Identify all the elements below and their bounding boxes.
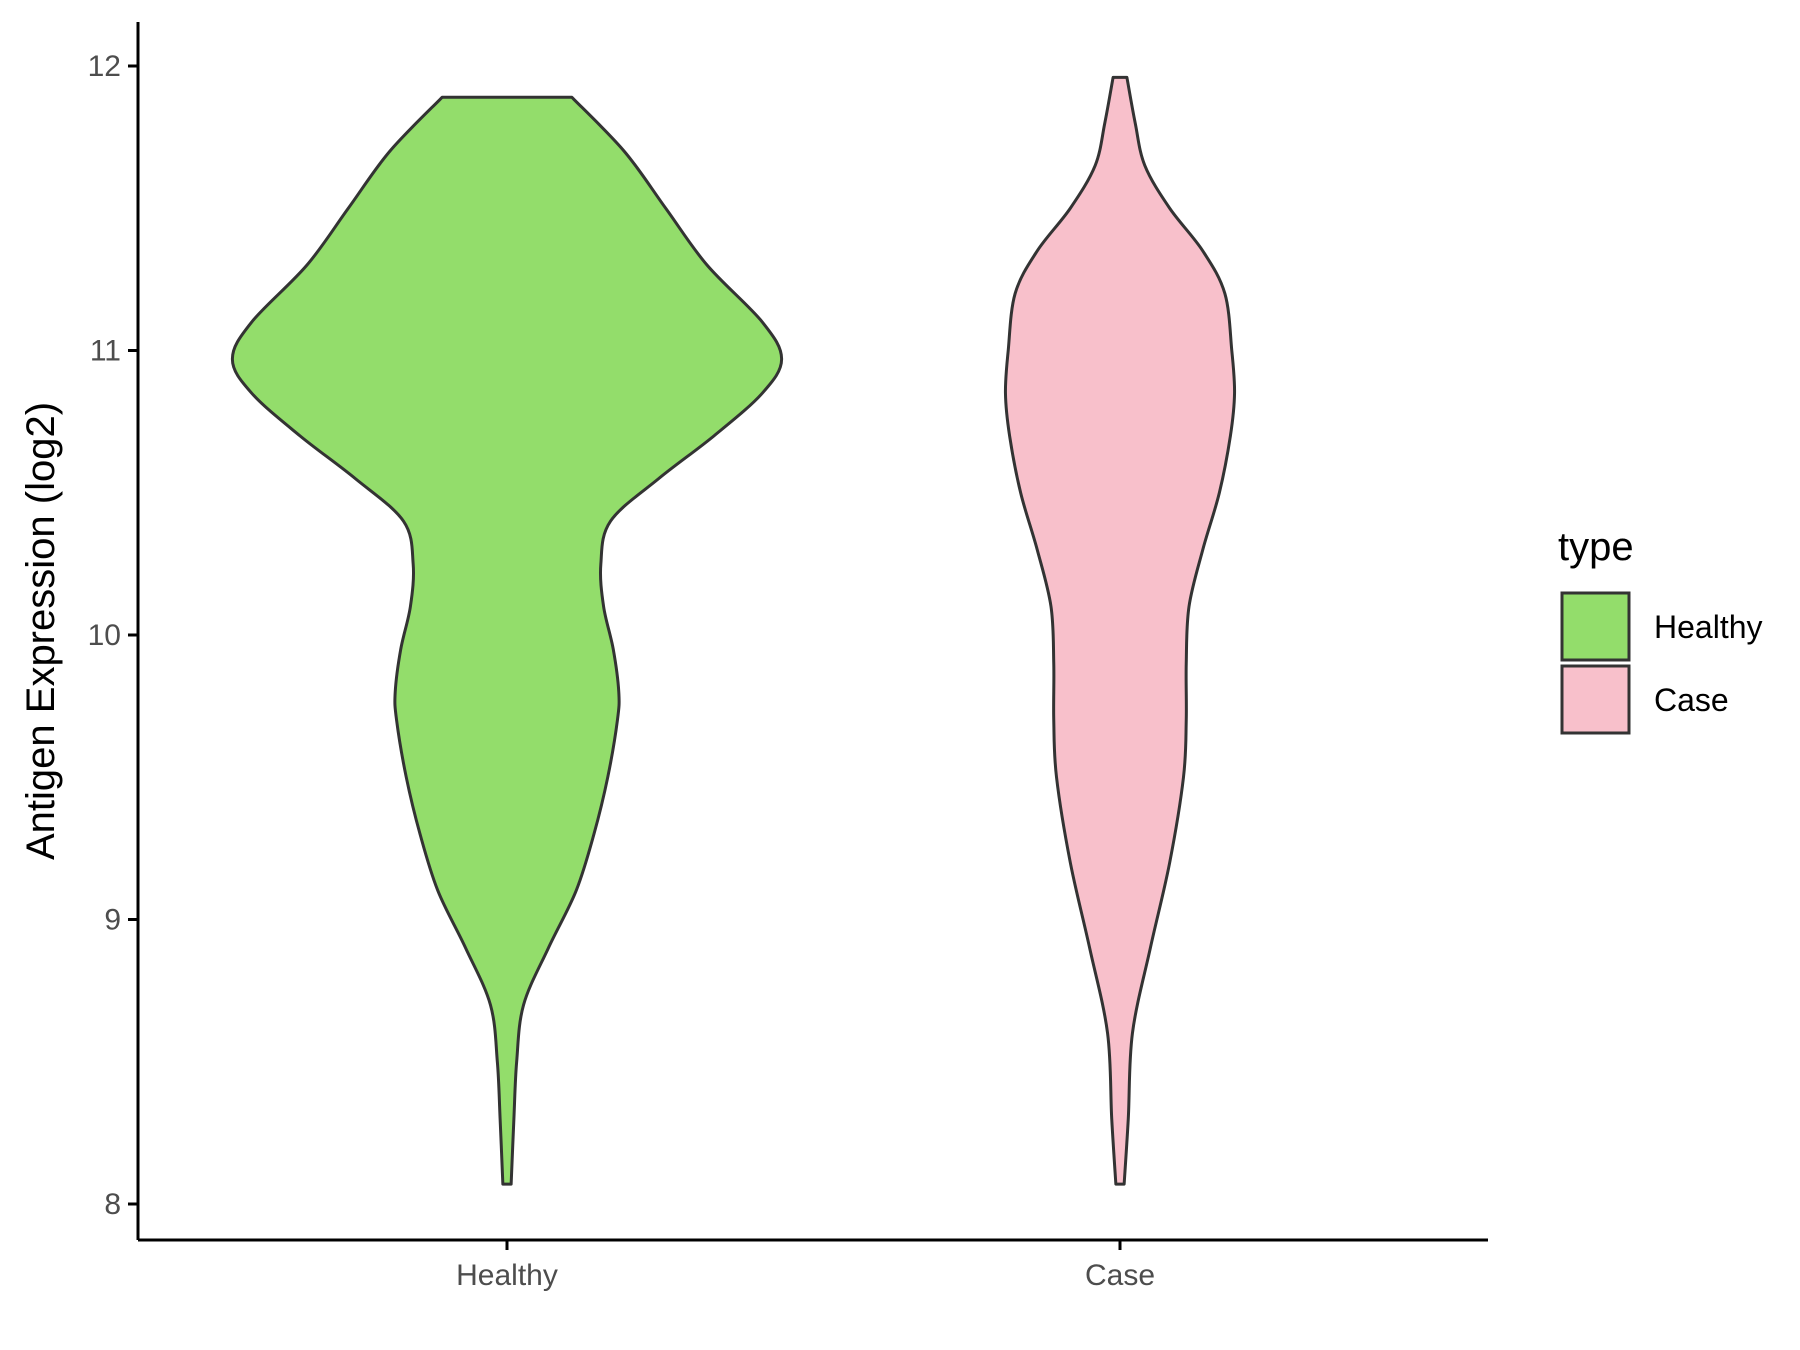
legend-title: type xyxy=(1558,525,1634,569)
x-tick-label-healthy: Healthy xyxy=(456,1259,558,1292)
y-tick-label-8: 8 xyxy=(104,1188,121,1221)
violin-case xyxy=(1003,75,1237,1186)
y-tick-label-11: 11 xyxy=(90,335,121,368)
violin-layer xyxy=(230,75,1237,1186)
legend: type Healthy Case xyxy=(1558,525,1763,735)
legend-swatch-healthy xyxy=(1560,591,1631,662)
legend-label-case: Case xyxy=(1654,682,1729,718)
y-tick-label-9: 9 xyxy=(104,904,121,937)
axes-layer: 8 9 10 11 12 Healthy Case Antigen Expression (l… xyxy=(19,22,1488,1292)
violin-healthy xyxy=(230,95,784,1186)
y-tick-label-10: 10 xyxy=(88,619,121,652)
legend-swatch-case xyxy=(1560,664,1631,735)
legend-label-healthy: Healthy xyxy=(1654,609,1763,645)
y-axis-title: Antigen Expression (log2) xyxy=(19,402,63,860)
x-tick-label-case: Case xyxy=(1085,1259,1155,1292)
y-tick-label-12: 12 xyxy=(88,50,121,83)
